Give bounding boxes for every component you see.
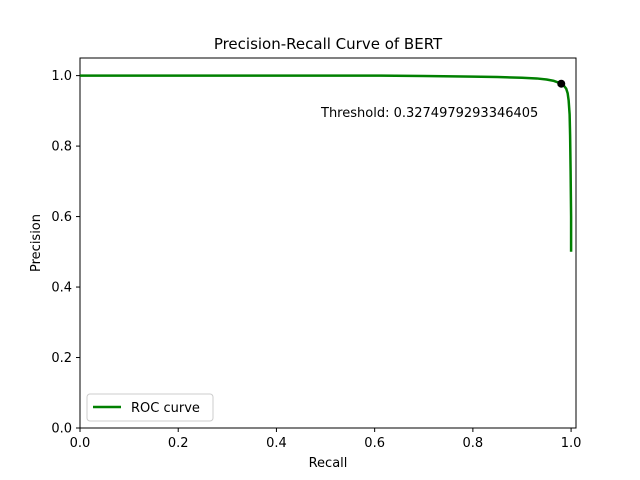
x-tick-label: 0.2 xyxy=(168,436,189,451)
x-axis-ticks: 0.0 0.2 0.4 0.6 0.8 1.0 xyxy=(70,428,582,451)
y-tick-label: 0.4 xyxy=(51,281,72,296)
x-tick-label: 0.8 xyxy=(463,436,484,451)
threshold-annotation: Threshold: 0.3274979293346405 xyxy=(320,106,538,121)
chart-title: Precision-Recall Curve of BERT xyxy=(214,35,443,53)
x-tick-label: 0.4 xyxy=(266,436,287,451)
y-tick-label: 0.6 xyxy=(51,210,72,225)
y-axis-ticks: 0.0 0.2 0.4 0.6 0.8 1.0 xyxy=(51,69,80,437)
y-axis-label: Precision xyxy=(29,214,44,272)
y-tick-label: 1.0 xyxy=(51,69,72,84)
y-tick-label: 0.0 xyxy=(51,422,72,437)
legend: ROC curve xyxy=(86,393,214,422)
series-line-roc-curve xyxy=(80,74,573,252)
x-tick-label: 0.0 xyxy=(70,436,91,451)
x-tick-label: 1.0 xyxy=(561,436,582,451)
series-layer xyxy=(80,74,573,252)
plot-area: 0.0 0.2 0.4 0.6 0.8 1.0 0.0 0.2 0.4 0.6 0.8 1.0 xyxy=(51,57,582,451)
legend-box xyxy=(86,393,214,422)
marker-layer xyxy=(557,79,566,88)
plot-frame xyxy=(79,57,577,429)
x-tick-label: 0.6 xyxy=(364,436,385,451)
x-axis-label: Recall xyxy=(309,456,348,471)
y-tick-label: 0.2 xyxy=(51,351,72,366)
legend-label: ROC curve xyxy=(131,401,200,416)
y-tick-label: 0.8 xyxy=(51,140,72,155)
threshold-point xyxy=(557,79,566,88)
